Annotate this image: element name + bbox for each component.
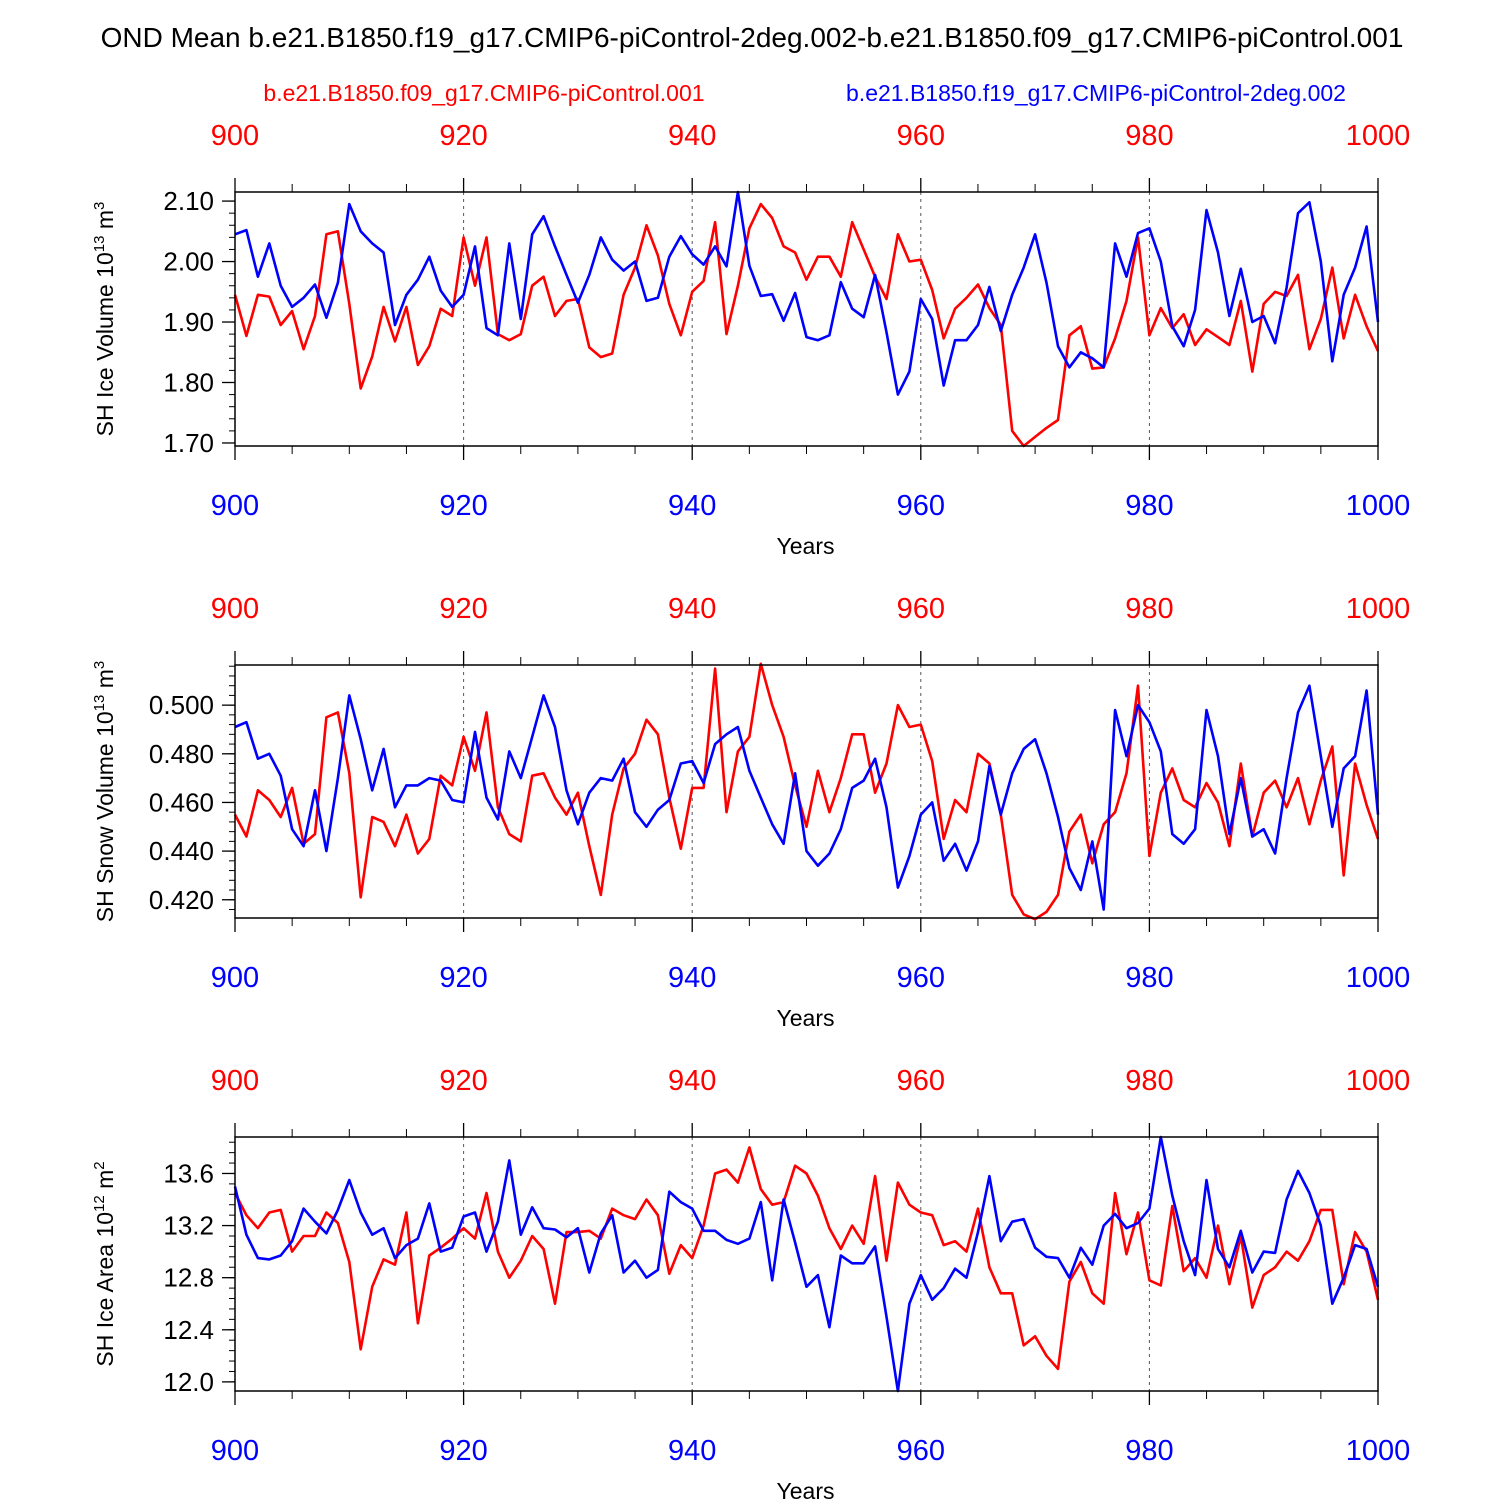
- y-tick-label: 1.70: [163, 428, 214, 458]
- x-axis-title: Years: [777, 1478, 835, 1500]
- y-tick-label: 0.480: [149, 739, 214, 769]
- x-tick-label-bottom: 900: [211, 962, 259, 994]
- x-tick-label-bottom: 900: [211, 490, 259, 522]
- y-tick-label: 1.90: [163, 307, 214, 337]
- y-tick-label: 0.420: [149, 885, 214, 915]
- panel-1: 900 900 920 920 940 940 960 960 980 980 1000 1000 1.…: [91, 120, 1410, 559]
- panel-2: 900 900 920 920 940 940 960 960 980 980 1000 1000 0.…: [91, 593, 1410, 1031]
- y-tick-label: 0.440: [149, 836, 214, 866]
- y-tick-label: 2.10: [163, 186, 214, 216]
- x-tick-label-bottom: 1000: [1346, 962, 1411, 994]
- x-tick-label-top: 980: [1125, 593, 1173, 625]
- y-axis-title: SH Snow Volume 1013 m3: [91, 661, 118, 923]
- x-tick-label-top: 920: [439, 1065, 487, 1097]
- x-tick-label-top: 1000: [1346, 120, 1411, 152]
- y-axis-title-part: 12: [91, 1195, 108, 1212]
- plot-frame: [234, 191, 1379, 447]
- x-tick-label-bottom: 1000: [1346, 1435, 1411, 1467]
- y-tick-label: 2.00: [163, 247, 214, 277]
- x-tick-label-top: 960: [897, 120, 945, 152]
- y-axis-title-part: 13: [91, 695, 108, 712]
- y-axis-title-part: 2: [91, 1161, 108, 1169]
- legend-red-label: b.e21.B1850.f09_g17.CMIP6-piControl.001: [263, 80, 704, 106]
- x-tick-label-bottom: 960: [897, 1435, 945, 1467]
- x-tick-label-bottom: 920: [439, 962, 487, 994]
- x-tick-label-top: 920: [439, 120, 487, 152]
- x-tick-label-top: 980: [1125, 1065, 1173, 1097]
- y-axis-title-part: SH Ice Volume 10: [92, 252, 118, 436]
- x-tick-label-bottom: 940: [668, 962, 716, 994]
- x-tick-label-bottom: 980: [1125, 1435, 1173, 1467]
- y-axis-title: SH Ice Area 1012 m2: [91, 1161, 118, 1366]
- series-line-blue: [234, 684, 1380, 911]
- legend-blue-label: b.e21.B1850.f19_g17.CMIP6-piControl-2deg…: [846, 80, 1346, 106]
- x-tick-label-top: 920: [439, 593, 487, 625]
- y-axis-title-part: m: [92, 669, 118, 695]
- series-line-blue: [233, 1135, 1380, 1393]
- panel-3: 900 900 920 920 940 940 960 960 980 980 1000 1000 12…: [91, 1065, 1410, 1500]
- x-tick-label-bottom: 940: [668, 490, 716, 522]
- y-axis-title-part: m: [92, 1170, 118, 1196]
- x-tick-label-bottom: 980: [1125, 490, 1173, 522]
- y-axis-title-part: 3: [91, 202, 108, 210]
- x-tick-label-top: 940: [668, 593, 716, 625]
- x-tick-label-top: 900: [211, 593, 259, 625]
- x-tick-label-bottom: 960: [897, 962, 945, 994]
- x-tick-label-bottom: 920: [439, 1435, 487, 1467]
- y-axis-title: SH Ice Volume 1013 m3: [91, 202, 118, 437]
- y-tick-label: 13.6: [163, 1158, 214, 1188]
- y-tick-label: 12.8: [163, 1263, 214, 1293]
- x-tick-label-top: 960: [897, 593, 945, 625]
- x-tick-label-bottom: 900: [211, 1435, 259, 1467]
- x-tick-label-top: 940: [668, 1065, 716, 1097]
- y-axis-title-part: 13: [91, 236, 108, 253]
- x-tick-label-top: 960: [897, 1065, 945, 1097]
- y-tick-label: 12.0: [163, 1367, 214, 1397]
- plot-frame: [234, 1136, 1379, 1392]
- x-axis-title: Years: [777, 533, 835, 559]
- series-line-blue: [234, 190, 1380, 396]
- series-line-red: [233, 662, 1380, 921]
- y-tick-label: 0.500: [149, 690, 214, 720]
- y-axis-title-part: 3: [91, 661, 108, 669]
- x-tick-label-top: 900: [211, 120, 259, 152]
- x-tick-label-top: 940: [668, 120, 716, 152]
- x-tick-label-bottom: 980: [1125, 962, 1173, 994]
- x-tick-label-bottom: 920: [439, 490, 487, 522]
- x-tick-label-bottom: 1000: [1346, 490, 1411, 522]
- x-axis-title: Years: [777, 1005, 835, 1031]
- y-axis-title-part: SH Ice Area 10: [92, 1212, 118, 1367]
- y-axis-title-part: m: [92, 210, 118, 236]
- y-tick-label: 1.80: [163, 368, 214, 398]
- plot-frame: [234, 664, 1379, 919]
- x-tick-label-top: 1000: [1346, 593, 1411, 625]
- y-tick-label: 0.460: [149, 787, 214, 817]
- x-tick-label-bottom: 960: [897, 490, 945, 522]
- series-line-red: [233, 1146, 1380, 1371]
- y-axis-title-part: SH Snow Volume 10: [92, 711, 118, 922]
- panels: 900 900 920 920 940 940 960 960 980 980 1000 1000 1.…: [91, 120, 1410, 1500]
- x-tick-label-top: 1000: [1346, 1065, 1411, 1097]
- x-tick-label-top: 980: [1125, 120, 1173, 152]
- series-line-red: [233, 202, 1380, 448]
- y-tick-label: 12.4: [163, 1315, 214, 1345]
- x-tick-label-bottom: 940: [668, 1435, 716, 1467]
- figure-title: OND Mean b.e21.B1850.f19_g17.CMIP6-piCon…: [101, 22, 1404, 53]
- y-tick-label: 13.2: [163, 1211, 214, 1241]
- x-tick-label-top: 900: [211, 1065, 259, 1097]
